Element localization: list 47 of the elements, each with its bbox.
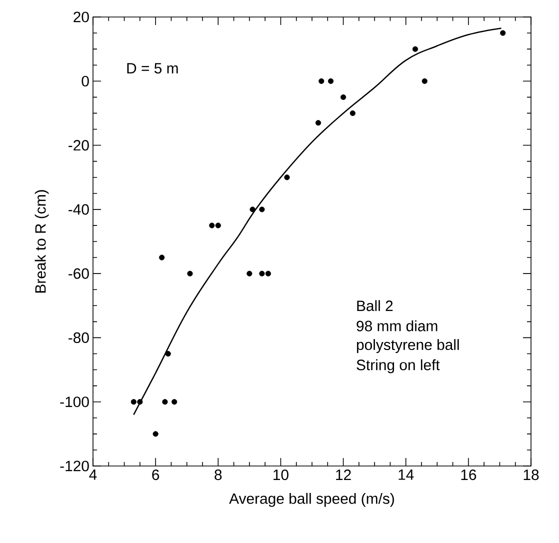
x-tick-label: 10 bbox=[274, 470, 288, 480]
annotation: 98 mm diam bbox=[356, 320, 438, 332]
point bbox=[159, 254, 165, 260]
annotation: polystyrene ball bbox=[356, 339, 459, 354]
point bbox=[209, 222, 215, 228]
x-tick-label: 8 bbox=[214, 470, 222, 480]
annotation: String on left bbox=[356, 359, 440, 374]
point bbox=[265, 270, 271, 276]
point bbox=[412, 46, 418, 52]
point bbox=[187, 270, 193, 276]
point bbox=[259, 270, 265, 276]
y-tick-label: 0 bbox=[82, 76, 89, 86]
point bbox=[422, 78, 428, 84]
point bbox=[172, 399, 178, 405]
x-tick-label: 6 bbox=[152, 470, 160, 480]
x-tick-label: 14 bbox=[398, 470, 414, 480]
point bbox=[215, 222, 221, 228]
y-tick-label: -120 bbox=[60, 460, 89, 472]
point bbox=[152, 431, 158, 437]
x-tick-label: 16 bbox=[461, 470, 476, 480]
x-tick-label: 12 bbox=[336, 470, 351, 480]
x-axis-title: Average ball speed (m/s) bbox=[229, 492, 394, 507]
y-tick-label: 20 bbox=[74, 12, 89, 22]
point bbox=[340, 94, 346, 100]
point bbox=[130, 399, 136, 405]
point bbox=[350, 110, 356, 116]
y-tick-label: -60 bbox=[68, 268, 89, 279]
point bbox=[259, 206, 265, 212]
annotation: D = 5 m bbox=[127, 63, 178, 74]
point bbox=[500, 30, 506, 36]
point bbox=[162, 399, 168, 405]
point bbox=[318, 78, 324, 84]
point bbox=[284, 174, 290, 180]
annotation: Ball 2 bbox=[357, 300, 393, 312]
x-tick-label: 4 bbox=[89, 470, 97, 480]
y-axis-title: Break to R (cm) bbox=[34, 190, 49, 293]
point bbox=[137, 399, 143, 405]
point bbox=[250, 206, 256, 212]
y-tick-label: -20 bbox=[68, 140, 89, 151]
point bbox=[328, 78, 334, 84]
y-tick-label: -100 bbox=[60, 396, 89, 408]
x-tick-label: 18 bbox=[524, 470, 539, 480]
y-tick-label: -80 bbox=[68, 332, 89, 343]
point bbox=[315, 120, 322, 126]
point bbox=[246, 270, 252, 276]
y-tick-label: -40 bbox=[68, 204, 89, 215]
point bbox=[165, 350, 171, 357]
